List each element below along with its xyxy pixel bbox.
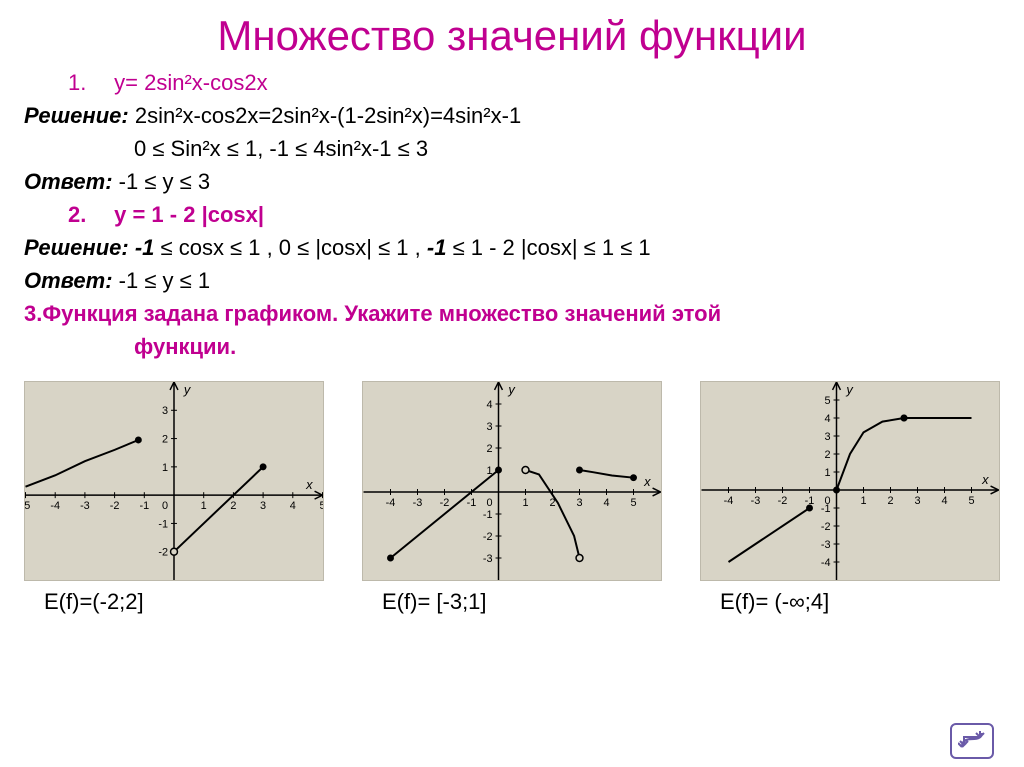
problem-1-func: 1. y= 2sin²x-cos2x <box>24 66 1000 99</box>
graph-3: -4-3-2-112345-4-3-2-1123450yx <box>700 381 1000 581</box>
svg-text:3: 3 <box>162 405 168 417</box>
svg-text:-3: -3 <box>413 497 423 509</box>
svg-text:y: y <box>507 382 516 397</box>
svg-text:-5: -5 <box>25 500 30 512</box>
svg-text:-4: -4 <box>821 557 831 569</box>
problem-2-solution: Решение: -1 ≤ cosx ≤ 1 , 0 ≤ |cosx| ≤ 1 … <box>24 231 1000 264</box>
svg-text:-1: -1 <box>467 497 477 509</box>
svg-text:2: 2 <box>230 500 236 512</box>
svg-text:-2: -2 <box>158 547 168 559</box>
svg-text:-3: -3 <box>80 500 90 512</box>
svg-text:4: 4 <box>824 413 830 425</box>
svg-text:3: 3 <box>260 500 266 512</box>
svg-text:-3: -3 <box>751 495 761 507</box>
svg-text:1: 1 <box>860 495 866 507</box>
svg-text:x: x <box>643 474 651 489</box>
svg-text:3: 3 <box>576 497 582 509</box>
problem-3-text-2: функции. <box>24 330 1000 363</box>
svg-text:-2: -2 <box>110 500 120 512</box>
svg-text:x: x <box>305 477 313 492</box>
svg-text:0: 0 <box>486 497 492 509</box>
svg-text:-4: -4 <box>724 495 734 507</box>
svg-text:-2: -2 <box>778 495 788 507</box>
svg-text:-2: -2 <box>821 521 831 533</box>
graph-1-answer: E(f)=(-2;2] <box>24 589 324 615</box>
problem-1-solution-2: 0 ≤ Sin²x ≤ 1, -1 ≤ 4sin²x-1 ≤ 3 <box>24 132 1000 165</box>
svg-text:-3: -3 <box>821 539 831 551</box>
svg-text:-1: -1 <box>158 518 168 530</box>
svg-text:5: 5 <box>630 497 636 509</box>
graph-answers: E(f)=(-2;2] E(f)= [-3;1] E(f)= (-∞;4] <box>24 589 1000 615</box>
graph-2: -4-3-2-112345-3-2-112340yx <box>362 381 662 581</box>
svg-text:4: 4 <box>603 497 609 509</box>
page-title: Множество значений функции <box>24 12 1000 60</box>
svg-text:-1: -1 <box>139 500 149 512</box>
problem-1-answer: Ответ: -1 ≤ y ≤ 3 <box>24 165 1000 198</box>
return-arrow-icon <box>958 729 986 753</box>
svg-text:-3: -3 <box>483 553 493 565</box>
problem-3-text: 3.Функция задана графиком. Укажите множе… <box>24 297 1000 330</box>
back-button[interactable] <box>950 723 994 759</box>
svg-text:-1: -1 <box>483 509 493 521</box>
svg-text:1: 1 <box>201 500 207 512</box>
svg-text:1: 1 <box>824 467 830 479</box>
svg-text:2: 2 <box>824 449 830 461</box>
problem-1-solution-1: Решение: 2sin²x-cos2x=2sin²x-(1-2sin²x)=… <box>24 99 1000 132</box>
svg-text:3: 3 <box>914 495 920 507</box>
svg-text:5: 5 <box>968 495 974 507</box>
svg-text:4: 4 <box>290 500 296 512</box>
svg-text:5: 5 <box>319 500 323 512</box>
svg-text:-4: -4 <box>386 497 396 509</box>
problem-2-answer: Ответ: -1 ≤ y ≤ 1 <box>24 264 1000 297</box>
svg-text:-2: -2 <box>483 531 493 543</box>
svg-text:5: 5 <box>824 395 830 407</box>
svg-text:x: x <box>981 472 989 487</box>
svg-text:3: 3 <box>824 431 830 443</box>
svg-text:3: 3 <box>486 421 492 433</box>
svg-text:y: y <box>845 382 854 397</box>
svg-text:2: 2 <box>162 434 168 446</box>
problem-2-func: 2. y = 1 - 2 |cosx| <box>24 198 1000 231</box>
svg-text:y: y <box>183 382 192 397</box>
graphs-row: -5-4-3-2-112345-2-11230yx -4-3-2-112345-… <box>24 381 1000 581</box>
svg-text:0: 0 <box>824 495 830 507</box>
svg-text:2: 2 <box>486 443 492 455</box>
svg-text:1: 1 <box>162 462 168 474</box>
svg-text:-4: -4 <box>50 500 60 512</box>
svg-text:2: 2 <box>887 495 893 507</box>
svg-text:4: 4 <box>941 495 947 507</box>
svg-text:1: 1 <box>522 497 528 509</box>
svg-text:4: 4 <box>486 399 492 411</box>
svg-text:-2: -2 <box>440 497 450 509</box>
graph-3-answer: E(f)= (-∞;4] <box>700 589 1000 615</box>
graph-2-answer: E(f)= [-3;1] <box>362 589 662 615</box>
svg-text:0: 0 <box>162 500 168 512</box>
graph-1: -5 -4 -3 -2 -1 1 2 3 4 5 -2 -1 1 2 3 0 y x <box>24 381 324 581</box>
